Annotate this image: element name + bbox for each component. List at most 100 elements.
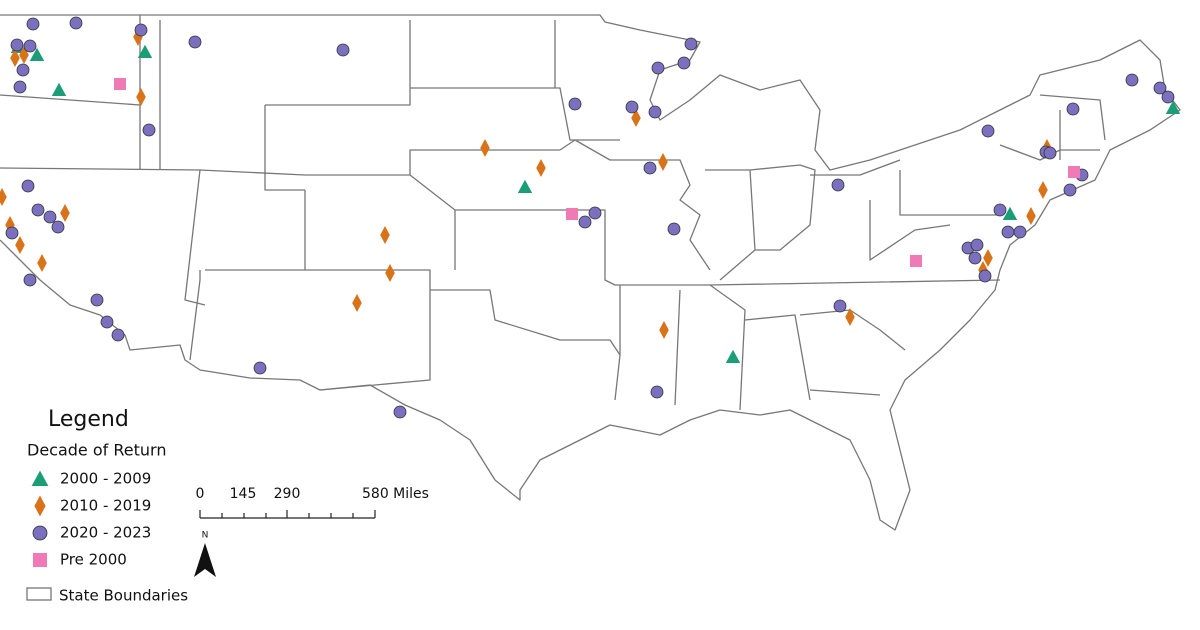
site-marker (568, 97, 582, 111)
site-marker (1026, 207, 1036, 225)
site-marker (352, 294, 362, 312)
scale-label: 580 Miles (362, 486, 429, 502)
site-marker (631, 109, 641, 127)
site-marker (51, 82, 67, 96)
site-marker (13, 80, 27, 94)
site-marker (833, 299, 847, 313)
legend-swatch (31, 470, 49, 486)
site-marker (136, 88, 146, 106)
legend-label: 2010 - 2019 (60, 497, 151, 515)
site-marker (978, 269, 992, 283)
scale-label: 0 (196, 486, 205, 502)
site-marker (480, 139, 490, 157)
site-marker (536, 159, 546, 177)
site-marker (651, 61, 665, 75)
site-marker (10, 38, 24, 52)
site-marker (21, 179, 35, 193)
site-marker (90, 293, 104, 307)
site-marker (725, 349, 741, 363)
scale-bar: 0 145 290 580 Miles N (194, 486, 429, 577)
site-marker (336, 43, 350, 57)
site-marker (677, 56, 691, 70)
north-arrow (194, 543, 216, 577)
site-marker (43, 210, 57, 224)
site-marker (10, 49, 20, 67)
site-marker (23, 39, 37, 53)
site-marker (1043, 146, 1057, 160)
site-marker (253, 361, 267, 375)
legend-title: Legend (48, 407, 129, 432)
site-marker (0, 188, 7, 206)
site-marker (983, 249, 993, 267)
site-marker (667, 222, 681, 236)
site-marker (134, 23, 148, 37)
site-marker (659, 321, 669, 339)
legend: Legend Decade of Return State Boundaries… (26, 407, 188, 605)
site-marker (981, 124, 995, 138)
site-marker (69, 16, 83, 30)
site-marker (15, 236, 25, 254)
site-marker (51, 220, 65, 234)
legend-label: 2020 - 2023 (60, 524, 151, 542)
site-marker (142, 123, 156, 137)
site-marker (1013, 225, 1027, 239)
site-marker (137, 44, 153, 58)
site-marker (993, 203, 1007, 217)
site-marker (1001, 225, 1015, 239)
site-marker (60, 204, 70, 222)
site-marker (578, 215, 592, 229)
boundary-label: State Boundaries (59, 587, 188, 605)
site-marker (26, 17, 40, 31)
site-marker (1153, 81, 1167, 95)
site-marker (100, 315, 114, 329)
legend-swatch (34, 495, 46, 517)
state-boundaries (0, 14, 1181, 531)
site-marker (114, 78, 126, 90)
site-marker (658, 153, 668, 171)
site-markers (0, 16, 1181, 419)
site-marker (968, 251, 982, 265)
site-marker (16, 63, 30, 77)
legend-subtitle: Decade of Return (27, 441, 166, 460)
north-label: N (202, 531, 209, 541)
boundary-swatch (26, 587, 52, 601)
legend-label: 2000 - 2009 (60, 470, 151, 488)
site-marker (1161, 90, 1175, 104)
site-marker (5, 226, 19, 240)
legend-label: Pre 2000 (60, 551, 127, 569)
site-marker (1066, 102, 1080, 116)
site-marker (588, 206, 602, 220)
site-marker (643, 161, 657, 175)
site-marker (845, 308, 855, 326)
site-marker (910, 255, 922, 267)
site-marker (684, 37, 698, 51)
site-marker (1068, 166, 1080, 178)
site-marker (517, 179, 533, 193)
site-marker (625, 100, 639, 114)
site-marker (1125, 73, 1139, 87)
site-marker (29, 47, 45, 61)
site-marker (970, 238, 984, 252)
site-marker (650, 385, 664, 399)
site-marker (385, 264, 395, 282)
scale-label: 145 (230, 486, 257, 502)
site-marker (111, 328, 125, 342)
legend-swatch (33, 553, 47, 567)
scale-ticks (199, 510, 376, 519)
site-marker (831, 178, 845, 192)
site-marker (566, 208, 578, 220)
site-marker (1002, 206, 1018, 220)
site-marker (1063, 183, 1077, 197)
site-marker (393, 405, 407, 419)
site-marker (380, 226, 390, 244)
site-marker (1038, 181, 1048, 199)
site-marker (188, 35, 202, 49)
scale-label: 290 (274, 486, 301, 502)
site-marker (31, 203, 45, 217)
legend-swatch (32, 525, 48, 541)
site-marker (23, 273, 37, 287)
site-marker (37, 254, 47, 272)
site-marker (1165, 100, 1181, 114)
site-marker (648, 105, 662, 119)
